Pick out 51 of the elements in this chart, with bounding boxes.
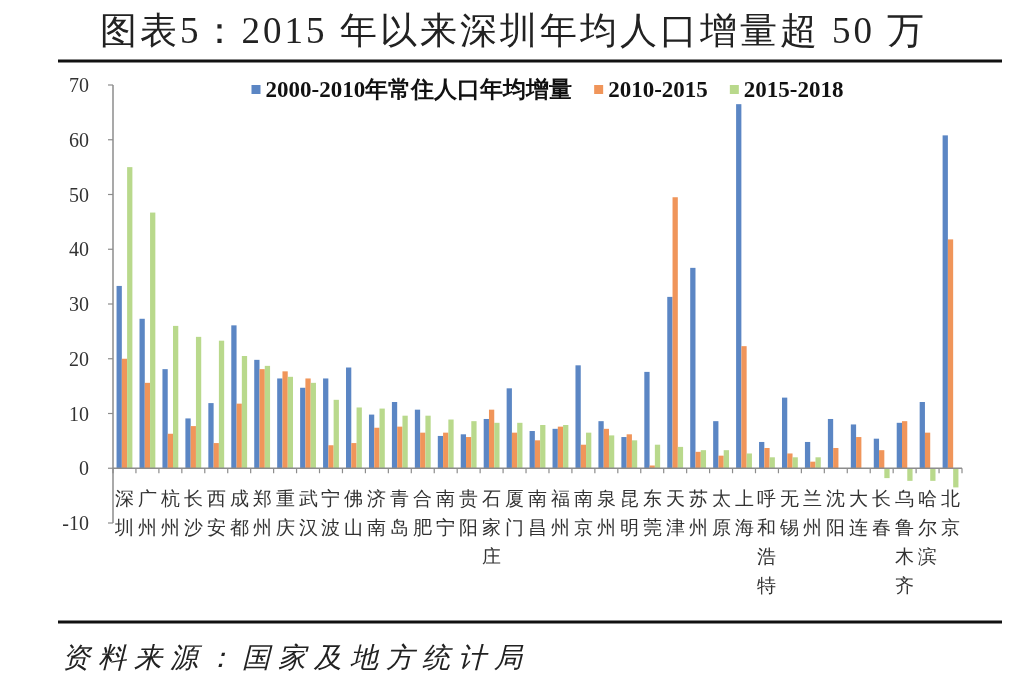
x-label: 昆明 xyxy=(619,488,639,538)
x-label: 重庆 xyxy=(275,488,295,538)
legend-label: 2000-2010年常住人口年均增量 xyxy=(265,77,573,102)
y-tick-label: 0 xyxy=(79,457,89,480)
x-label: 郑州 xyxy=(252,488,272,538)
x-label: 武汉 xyxy=(298,488,318,538)
x-label: 合肥 xyxy=(413,488,433,538)
x-label: 上海 xyxy=(734,488,754,538)
x-label: 天津 xyxy=(665,488,685,538)
x-label: 石家庄 xyxy=(482,488,502,567)
x-label: 大连 xyxy=(849,488,869,538)
x-label: 厦门 xyxy=(505,488,525,538)
x-label: 呼和浩特 xyxy=(757,488,777,596)
y-tick-label: 40 xyxy=(69,238,89,261)
x-label: 福州 xyxy=(550,488,570,538)
y-tick-label: 50 xyxy=(69,183,89,206)
x-label: 南宁 xyxy=(436,488,456,538)
x-label: 北京 xyxy=(941,488,961,538)
legend-label: 2010-2015 xyxy=(608,77,708,102)
y-tick-label: 60 xyxy=(69,128,89,151)
x-label: 成都 xyxy=(229,488,249,538)
y-tick-label: 70 xyxy=(69,74,89,96)
x-label: 佛山 xyxy=(344,488,364,538)
legend-label: 2015-2018 xyxy=(743,77,844,102)
y-tick-label: 30 xyxy=(69,293,89,315)
x-label: 青岛 xyxy=(390,488,410,538)
x-label: 泉州 xyxy=(596,488,616,538)
x-label: 广州 xyxy=(137,488,157,538)
x-label: 杭州 xyxy=(160,488,180,538)
x-label: 济南 xyxy=(367,488,387,538)
x-label: 乌鲁木齐 xyxy=(895,488,915,596)
x-label: 沈阳 xyxy=(826,488,846,538)
x-label: 无锡 xyxy=(780,488,800,538)
y-tick-label: 10 xyxy=(69,402,89,425)
x-label: 哈尔滨 xyxy=(918,488,938,567)
y-tick-label: -10 xyxy=(62,512,89,534)
x-label: 长沙 xyxy=(183,488,203,538)
x-label: 兰州 xyxy=(803,488,823,538)
x-label: 东莞 xyxy=(642,488,662,538)
x-label: 苏州 xyxy=(688,488,708,538)
x-label: 深圳 xyxy=(114,488,134,538)
x-label: 长春 xyxy=(872,488,892,538)
x-label: 贵阳 xyxy=(459,488,479,538)
x-label: 南昌 xyxy=(528,488,547,538)
x-label: 宁波 xyxy=(321,488,341,538)
x-label: 南京 xyxy=(573,488,593,538)
title: 图表5：2015 年以来深圳年均人口增量超 50 万 xyxy=(99,10,928,51)
annotation: 资料来源：国家及地方统计局 xyxy=(62,642,530,673)
y-tick-label: 20 xyxy=(69,347,89,370)
x-label: 太原 xyxy=(711,488,731,538)
x-label: 西安 xyxy=(206,488,226,538)
